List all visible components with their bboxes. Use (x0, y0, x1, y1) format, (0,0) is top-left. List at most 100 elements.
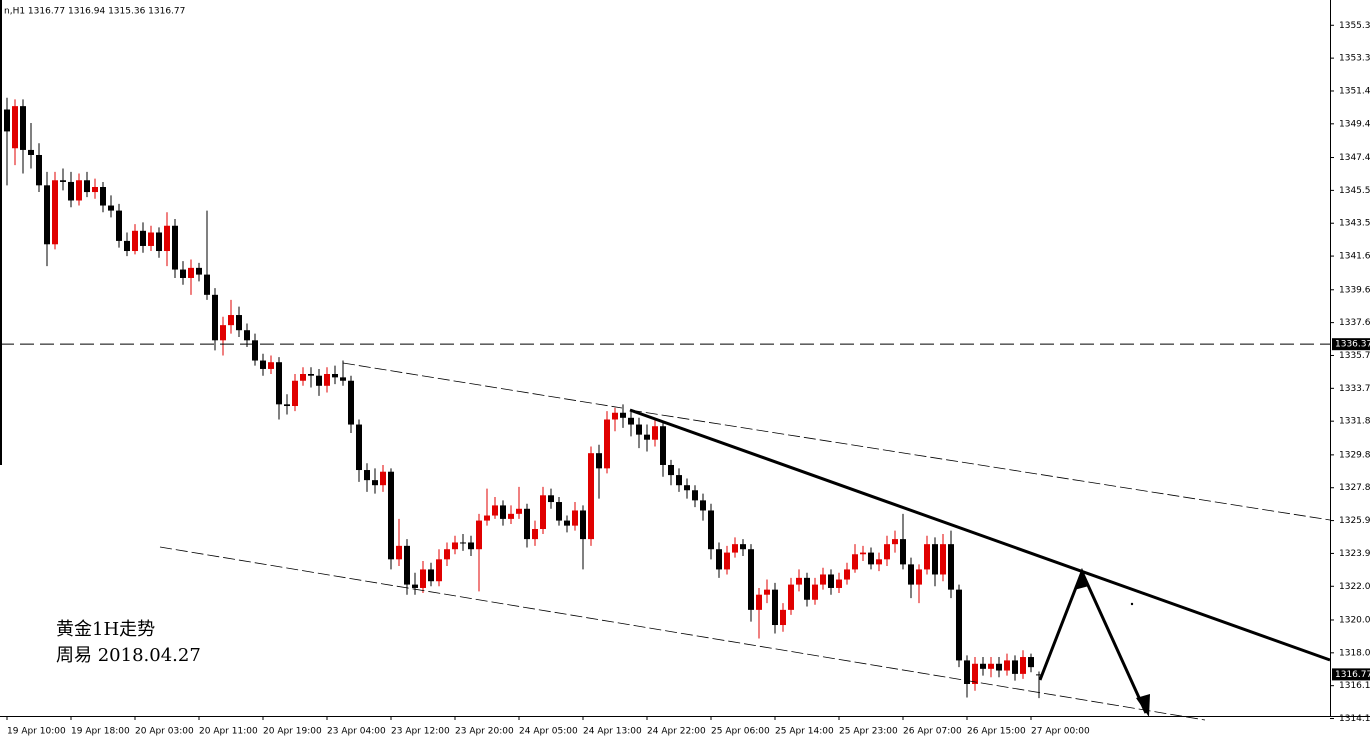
candle-body (980, 663, 986, 669)
candle-body (364, 470, 370, 481)
candle-body (244, 330, 250, 341)
candle-body (1012, 660, 1018, 674)
candle-body (172, 225, 178, 270)
candle-body (948, 544, 954, 590)
candle-body (148, 232, 154, 246)
candle-body (284, 404, 290, 407)
candle-body (436, 559, 442, 582)
candle-body (52, 180, 58, 245)
candle-body (860, 552, 866, 555)
x-tick-label: 20 Apr 03:00 (135, 727, 194, 737)
candle-body (556, 502, 562, 521)
dot (1130, 602, 1134, 606)
candle-body (76, 180, 82, 201)
candle-body (140, 230, 146, 246)
candle-body (844, 569, 850, 580)
candle-body (964, 660, 970, 684)
candle-body (428, 569, 434, 582)
candle-body (164, 225, 170, 252)
candles (4, 97, 1042, 699)
candle-body (220, 325, 226, 341)
candle-body (252, 340, 258, 361)
candle-body (820, 574, 826, 585)
candle-body (92, 187, 98, 193)
candle-body (460, 542, 466, 544)
candle-body (484, 515, 490, 521)
candle-body (1004, 660, 1010, 671)
candle-body (1036, 674, 1042, 676)
y-tick-label: 1353.35 (1339, 54, 1370, 64)
candle-body (276, 362, 282, 405)
candle-body (876, 559, 882, 565)
price-label-box (1332, 338, 1370, 351)
channel-top-left (342, 362, 623, 409)
candle-body (548, 495, 554, 503)
candle-body (1028, 657, 1034, 668)
candle-body (212, 294, 218, 341)
candle-body (588, 453, 594, 540)
x-tick-label: 19 Apr 10:00 (7, 727, 66, 737)
candle-body (204, 274, 210, 295)
x-tick-label: 26 Apr 15:00 (967, 727, 1026, 737)
candle-body (196, 267, 202, 275)
candle-body (380, 471, 386, 486)
candle-body (836, 579, 842, 588)
candle-body (268, 362, 274, 369)
candle-body (788, 584, 794, 610)
candle-body (852, 554, 858, 570)
candle-body (500, 505, 506, 519)
candle-body (908, 564, 914, 585)
candle-body (1020, 657, 1026, 674)
candle-body (452, 542, 458, 550)
y-tick-label: 1316.10 (1339, 681, 1370, 691)
candle-body (924, 544, 930, 570)
candle-body (444, 549, 450, 560)
candle-body (84, 180, 90, 193)
x-tick-label: 19 Apr 18:00 (71, 727, 130, 737)
y-tick-label: 1351.40 (1339, 86, 1370, 96)
candle-body (324, 374, 330, 386)
candle-body (596, 453, 602, 469)
candle-body (740, 544, 746, 550)
candle-body (684, 485, 690, 491)
y-tick-label: 1322.00 (1339, 582, 1370, 592)
candle-body (724, 552, 730, 570)
candle-body (492, 505, 498, 516)
channel-top (629, 409, 1331, 521)
candle-body (900, 539, 906, 565)
y-tick-label: 1325.90 (1339, 516, 1370, 526)
candle-body (4, 109, 10, 132)
x-tick-label: 20 Apr 11:00 (199, 727, 258, 737)
candle-body (748, 549, 754, 610)
candle-body (356, 424, 362, 471)
candle-body (420, 569, 426, 588)
candle-body (12, 106, 18, 149)
candle-body (564, 520, 570, 526)
x-tick-label: 26 Apr 07:00 (903, 727, 962, 737)
x-tick-label: 24 Apr 22:00 (647, 727, 706, 737)
annotation: 周易 2018.04.27 (56, 645, 201, 666)
y-tick-label: 1329.80 (1339, 450, 1370, 460)
y-tick-label: 1345.50 (1339, 186, 1370, 196)
candle-body (340, 377, 346, 381)
candle-body (396, 545, 402, 560)
candle-body (708, 510, 714, 550)
candle-body (660, 426, 666, 465)
candle-body (388, 471, 394, 560)
y-tick-label: 1314.15 (1339, 714, 1370, 724)
y-tick-label: 1347.45 (1339, 153, 1370, 163)
candle-body (260, 360, 266, 369)
candle-body (972, 663, 978, 684)
candle-body (676, 475, 682, 486)
candle-body (804, 577, 810, 600)
x-tick-label: 24 Apr 13:00 (583, 727, 642, 737)
candle-body (60, 180, 66, 182)
y-tick-label: 1341.60 (1339, 252, 1370, 262)
y-tick-label: 1323.95 (1339, 549, 1370, 559)
x-tick-label: 25 Apr 14:00 (775, 727, 834, 737)
candle-body (716, 549, 722, 570)
candle-body (620, 412, 626, 418)
candle-body (996, 663, 1002, 671)
